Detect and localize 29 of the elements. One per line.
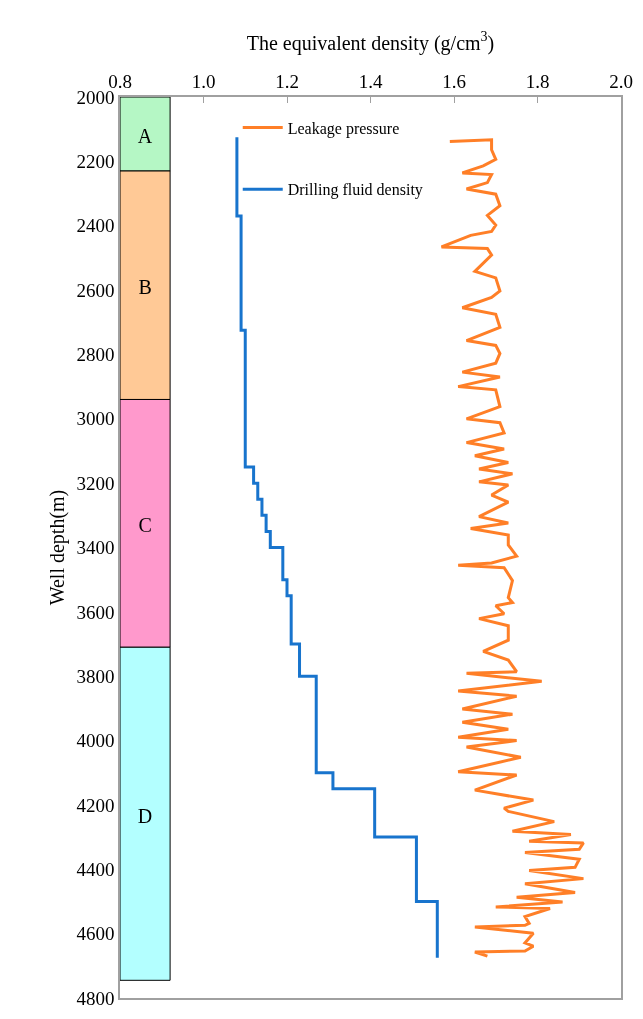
y-tick-label: 2600: [76, 279, 115, 301]
band-label: D: [137, 804, 153, 827]
x-tick-label: 2.0: [609, 70, 633, 92]
legend-label: Drilling fluid density: [287, 181, 423, 200]
x-tick-label: 0.8: [108, 70, 132, 92]
y-tick-label: 4600: [76, 923, 115, 945]
x-tick-label: 1.6: [442, 70, 466, 92]
y-tick-label: 4200: [76, 794, 115, 816]
y-tick-label: 4000: [76, 730, 115, 752]
x-tick-label: 1.0: [191, 70, 216, 92]
band-label: C: [138, 514, 152, 537]
y-tick-label: 4800: [76, 987, 115, 1009]
y-tick-label: 4400: [76, 858, 115, 880]
legend-label: Leakage pressure: [287, 119, 400, 138]
y-tick-label: 3400: [76, 537, 115, 559]
band-label: A: [137, 125, 153, 148]
x-axis-title: The equivalent density (g/cm$^{3}$): [246, 29, 495, 55]
band-label: B: [138, 276, 152, 299]
y-tick-label: 3000: [76, 408, 115, 430]
x-tick-label: 1.4: [358, 70, 383, 92]
y-tick-label: 3200: [76, 472, 115, 494]
y-tick-label: 3600: [76, 601, 115, 623]
y-tick-label: 3800: [76, 665, 115, 687]
y-axis-title: Well depth(m): [46, 489, 70, 606]
y-tick-label: 2400: [76, 215, 115, 237]
x-tick-label: 1.2: [275, 70, 299, 92]
x-tick-label: 1.8: [525, 70, 550, 92]
y-tick-label: 2800: [76, 344, 115, 366]
y-tick-label: 2200: [76, 151, 115, 173]
